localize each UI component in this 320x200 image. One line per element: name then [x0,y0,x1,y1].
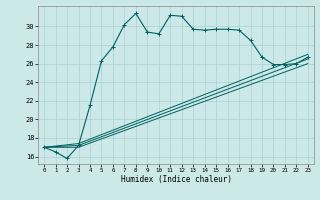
X-axis label: Humidex (Indice chaleur): Humidex (Indice chaleur) [121,175,231,184]
